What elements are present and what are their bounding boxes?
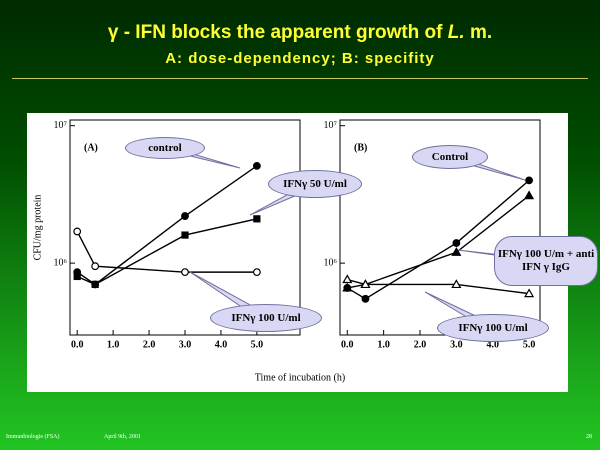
x-tick-label: 5.0	[251, 339, 264, 350]
title-text: m.	[464, 22, 493, 43]
title-rule	[12, 78, 588, 79]
x-tick-label: 4.0	[215, 339, 228, 350]
data-point	[451, 279, 462, 289]
y-tick-label: 10⁶	[54, 257, 68, 268]
series-line	[347, 195, 530, 289]
data-point	[524, 288, 535, 298]
x-tick-label: 2.0	[143, 339, 156, 350]
x-tick-label: 0.0	[341, 339, 354, 350]
y-tick-label: 10⁶	[324, 257, 338, 268]
data-point	[73, 227, 82, 236]
data-point	[181, 231, 189, 239]
series-line	[76, 218, 258, 286]
footer-date: April 9th, 2001	[104, 434, 141, 440]
title-italic: L.	[447, 22, 465, 43]
series-line	[76, 231, 257, 273]
series-callout: IFNγ 100 U/ml	[210, 304, 322, 332]
y-axis-label: CFU/mg protein	[32, 195, 43, 261]
data-point	[91, 280, 99, 289]
x-axis-label: Time of incubation (h)	[255, 372, 345, 383]
y-tick-label: 10⁷	[54, 120, 68, 131]
slide-subtitle: A: dose-dependency; B: specifity	[165, 50, 435, 67]
x-tick-label: 1.0	[377, 339, 390, 350]
series-callout: IFNγ 100 U/m + anti IFN γ IgG	[494, 236, 598, 286]
panel-label: (B)	[354, 142, 367, 153]
x-tick-label: 3.0	[450, 339, 463, 350]
data-point	[342, 274, 353, 284]
series-callout: Control	[412, 145, 488, 169]
data-point	[342, 282, 353, 292]
data-point	[525, 176, 533, 185]
data-point	[181, 268, 189, 277]
data-point	[181, 212, 189, 220]
page-number: 28	[586, 434, 592, 440]
series-line	[347, 278, 530, 295]
x-tick-label: 3.0	[179, 339, 192, 350]
x-tick-label: 5.0	[523, 339, 536, 350]
y-tick-label: 10⁷	[324, 120, 338, 131]
data-point	[361, 294, 370, 303]
data-point	[253, 215, 261, 223]
series-callout: IFNγ 50 U/ml	[268, 170, 362, 198]
x-tick-label: 1.0	[107, 339, 120, 350]
data-point	[451, 247, 462, 256]
data-point	[73, 272, 81, 281]
x-tick-label: 4.0	[486, 339, 499, 350]
plot-frame	[339, 119, 541, 336]
data-point	[524, 190, 535, 200]
data-point	[452, 239, 461, 247]
data-point	[91, 262, 100, 271]
data-point	[360, 279, 371, 289]
x-tick-label: 2.0	[414, 339, 427, 350]
data-point	[252, 161, 261, 170]
x-tick-label: 0.0	[71, 339, 84, 350]
title-text: γ - IFN blocks the apparent growth of	[107, 22, 448, 43]
data-point	[252, 268, 261, 277]
series-callout: control	[125, 137, 205, 159]
series-callout: IFNγ 100 U/ml	[437, 314, 549, 342]
slide-title: γ - IFN blocks the apparent growth of L.…	[0, 22, 600, 44]
footer-left: Immunbiologie (FSA)	[6, 434, 60, 440]
series-line	[346, 179, 530, 300]
panel-label: (A)	[84, 142, 98, 153]
series-line	[76, 165, 258, 286]
